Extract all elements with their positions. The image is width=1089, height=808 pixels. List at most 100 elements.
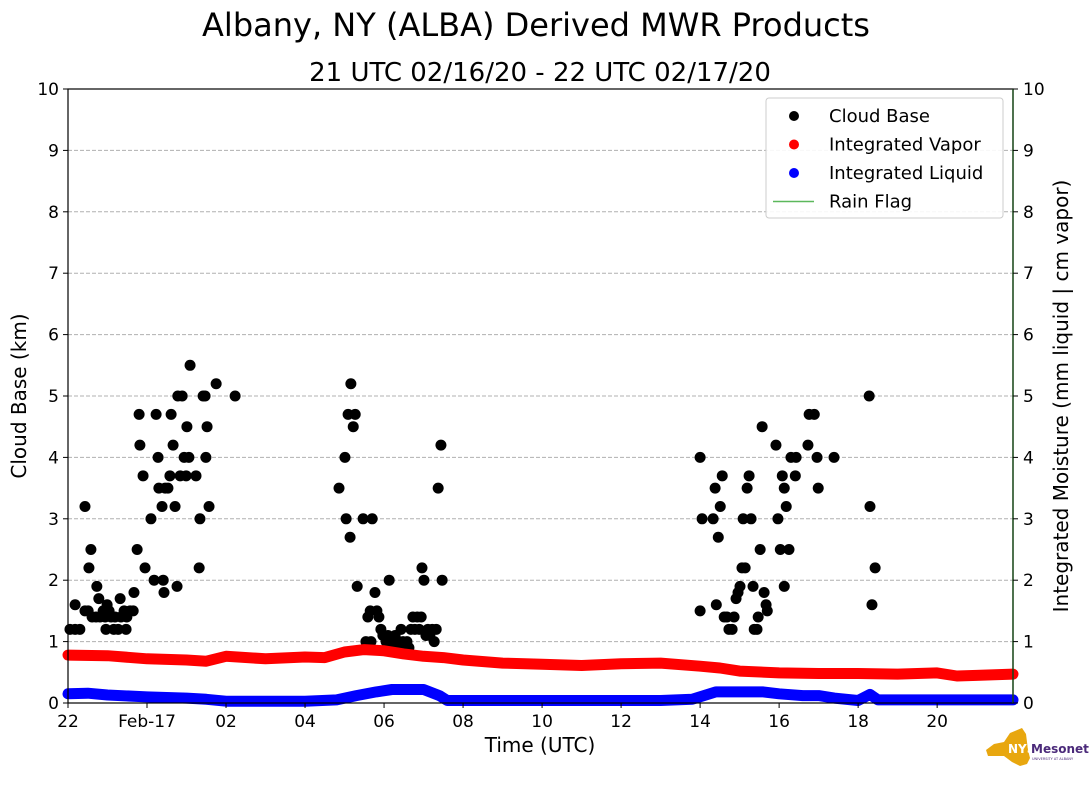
cloud-base-point	[772, 513, 784, 525]
x-tick-label: 20	[926, 712, 948, 732]
y-tick-label: 3	[48, 510, 59, 530]
svg-text:UNIVERSITY AT ALBANY: UNIVERSITY AT ALBANY	[1032, 757, 1074, 761]
cloud-base-point	[114, 593, 126, 605]
cloud-base-point	[741, 482, 753, 494]
cloud-base-point	[167, 439, 179, 451]
cloud-base-point	[828, 451, 840, 463]
cloud-base-point	[150, 408, 162, 420]
y-tick-label: 0	[48, 694, 59, 714]
cloud-base-point	[165, 408, 177, 420]
y-tick-label: 7	[48, 264, 59, 284]
cloud-base-point	[714, 501, 726, 513]
cloud-base-point	[758, 586, 770, 598]
cloud-base-point	[180, 470, 192, 482]
integrated-liquid-series	[62, 684, 1019, 707]
cloud-base-point	[712, 531, 724, 543]
x-tick-label: 14	[689, 712, 711, 732]
cloud-base-point	[369, 586, 381, 598]
cloud-base-point	[728, 611, 740, 623]
x-tick-label: 10	[531, 712, 553, 732]
cloud-base-point	[709, 482, 721, 494]
cloud-base-point	[864, 501, 876, 513]
integrated-vapor-series	[62, 644, 1019, 682]
cloud-base-point	[112, 623, 124, 635]
cloud-base-point	[366, 513, 378, 525]
cloud-base-point	[812, 482, 824, 494]
cloud-base-point	[734, 580, 746, 592]
y2-tick-label: 3	[1023, 510, 1034, 530]
svg-text:Mesonet: Mesonet	[1031, 742, 1089, 756]
cloud-base-point	[133, 408, 145, 420]
cloud-base-point	[710, 599, 722, 611]
legend-marker	[789, 139, 799, 150]
cloud-base-point	[415, 611, 427, 623]
cloud-base-point	[340, 513, 352, 525]
cloud-base-point	[85, 544, 97, 555]
cloud-base-point	[430, 623, 442, 635]
cloud-base-point	[743, 470, 755, 482]
chart-title: Albany, NY (ALBA) Derived MWR Products	[202, 6, 870, 44]
y2-tick-label: 10	[1023, 80, 1045, 100]
x-tick-label: 04	[294, 712, 316, 732]
cloud-base-point	[811, 451, 823, 463]
cloud-base-point	[203, 501, 215, 513]
y-tick-label: 4	[48, 448, 59, 468]
cloud-base-point	[745, 513, 757, 525]
cloud-base-point	[69, 599, 81, 611]
cloud-base-point	[790, 451, 802, 463]
cloud-base-point	[357, 513, 369, 525]
cloud-base-point	[193, 562, 205, 574]
cloud-base-point	[783, 544, 795, 555]
legend-marker	[789, 111, 799, 121]
y-tick-label: 1	[48, 633, 59, 653]
cloud-base-point	[139, 562, 151, 574]
cloud-base-point	[694, 451, 706, 463]
y2-tick-label: 6	[1023, 326, 1034, 346]
cloud-base-point	[761, 605, 773, 617]
cloud-base-point	[93, 593, 105, 605]
y-tick-label: 2	[48, 571, 59, 591]
y-tick-label: 5	[48, 387, 59, 407]
cloud-base-point	[79, 501, 91, 513]
y2-tick-label: 2	[1023, 571, 1034, 591]
cloud-base-point	[808, 408, 820, 420]
cloud-base-point	[780, 501, 792, 513]
legend: Cloud Base Integrated Vapor Integrated Liq…	[765, 97, 1004, 219]
y2-tick-label: 0	[1023, 694, 1034, 714]
cloud-base-point	[351, 580, 363, 592]
cloud-base-point	[91, 580, 103, 592]
cloud-base-point	[164, 470, 176, 482]
cloud-base-point	[128, 586, 140, 598]
cloud-base-point	[435, 439, 447, 451]
chart-subtitle: 21 UTC 02/16/20 - 22 UTC 02/17/20	[309, 58, 771, 88]
cloud-base-point	[802, 439, 814, 451]
cloud-base-point	[428, 636, 440, 648]
cloud-base-point	[436, 574, 448, 586]
cloud-base-point	[100, 623, 112, 635]
cloud-base-point	[752, 611, 764, 623]
legend-label: Rain Flag	[829, 192, 912, 213]
cloud-base-point	[194, 513, 206, 525]
cloud-base-point	[181, 421, 193, 433]
cloud-base-point	[347, 421, 359, 433]
y-tick-label: 9	[48, 141, 59, 161]
cloud-base-point	[229, 390, 241, 402]
legend-label: Integrated Liquid	[829, 163, 983, 184]
cloud-base-point	[778, 580, 790, 592]
cloud-base-point	[158, 586, 170, 598]
cloud-base-point	[349, 408, 361, 420]
cloud-base-point	[131, 544, 143, 555]
cloud-base-point	[345, 378, 357, 390]
y2-tick-label: 8	[1023, 203, 1034, 223]
cloud-base-point	[707, 513, 719, 525]
nys-mesonet-logo: NYS Mesonet UNIVERSITY AT ALBANY	[986, 728, 1089, 766]
cloud-base-point	[716, 470, 728, 482]
cloud-base-point	[74, 623, 86, 635]
cloud-base-point	[145, 513, 157, 525]
x-tick-label: 22	[57, 712, 79, 732]
y-tick-label: 8	[48, 203, 59, 223]
x-tick-label: 12	[610, 712, 632, 732]
cloud-base-point	[863, 390, 875, 402]
cloud-base-point	[127, 605, 139, 617]
